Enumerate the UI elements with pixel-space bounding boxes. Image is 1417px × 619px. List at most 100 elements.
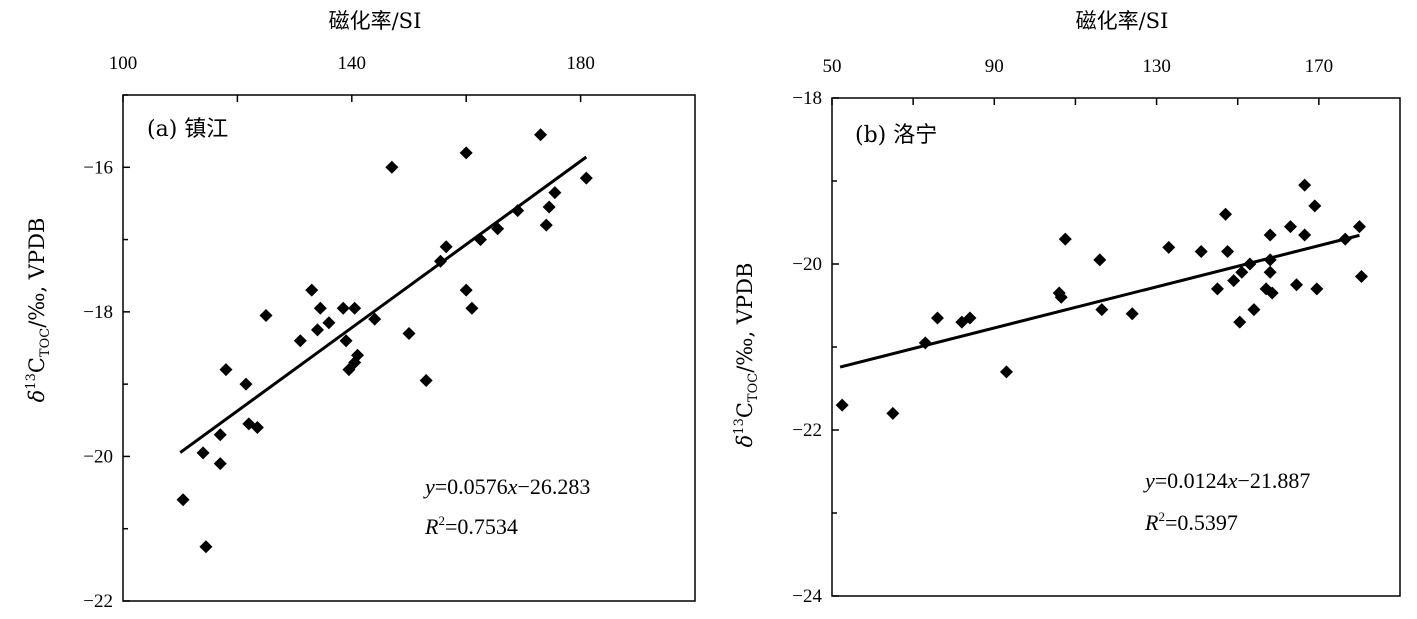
panel-b: 磁化率/SI (b) 洛宁 δ13CTOC/‰, VPDB y=0.0124x−… [732,9,1401,607]
panel-label-b: (b) 洛宁 [855,123,937,148]
data-point-a-36 [548,186,562,200]
panel-label-a: (a) 镇江 [147,117,228,142]
data-point-b-11 [1095,303,1109,317]
data-point-b-0 [835,398,849,412]
data-point-b-9 [1058,232,1072,246]
data-point-a-2 [199,540,213,554]
data-point-a-6 [239,377,253,391]
r-squared-b-sup: 2 [1158,509,1165,524]
data-point-b-12 [1125,307,1139,321]
y-axis-title-a-sup: 13 [24,373,39,390]
x-tick-label-b-1: 90 [985,56,1004,77]
svg-text:δ13CTOC/‰, VPDB: δ13CTOC/‰, VPDB [24,218,53,403]
x-tick-label-a-0: 100 [109,53,138,74]
x-tick-label-b-0: 50 [823,56,842,77]
r-squared-a-r: R [424,514,439,539]
data-point-b-29 [1290,278,1304,292]
data-point-b-10 [1093,253,1107,267]
equation-a-rest: −26.283 [517,474,590,499]
data-point-b-8 [1054,290,1068,304]
data-point-a-33 [534,128,548,142]
data-point-a-4 [213,428,227,442]
y-tick-label-a-0: −16 [83,157,113,178]
data-point-a-30 [474,233,487,247]
data-point-a-0 [176,493,190,507]
data-point-b-25 [1263,265,1277,279]
x-axis-title-b: 磁化率/SI [1076,9,1169,33]
y-axis-title-a-sub: TOC [38,328,53,357]
data-point-b-6 [999,365,1013,379]
data-point-a-35 [542,200,556,214]
y-tick-label-a-2: −20 [83,446,113,467]
equation-a-eq: =0.0576 [435,474,508,499]
x-tick-label-b-2: 130 [1142,56,1171,77]
data-point-b-14 [1194,245,1208,259]
regression-line-a [179,155,588,454]
y-tick-label-b-3: −24 [792,586,822,607]
data-point-b-30 [1298,178,1312,192]
marks-b: 50 90 130 170 −18 −20 −22 −24 [792,56,1368,607]
data-point-a-28 [459,283,473,297]
data-point-a-37 [579,171,593,185]
data-point-a-14 [322,316,336,330]
data-point-b-15 [1210,282,1224,296]
y-tick-label-a-3: −22 [83,591,113,612]
equation-a-y: y [423,474,435,499]
data-point-a-21 [368,312,382,326]
y-axis-title-a-prefix: δ [25,390,49,403]
data-point-a-5 [219,363,233,377]
r-squared-b: R2=0.5397 [1144,509,1238,535]
r-squared-a: R2=0.7534 [424,513,518,539]
data-point-a-24 [419,374,433,388]
data-point-a-16 [339,334,353,348]
x-tick-label-b-3: 170 [1305,56,1334,77]
data-point-b-21 [1243,257,1257,271]
data-point-b-17 [1221,245,1235,259]
equation-b-rest: −21.887 [1237,468,1310,493]
y-axis-title-b-prefix: δ [733,435,757,448]
data-point-b-34 [1338,232,1352,246]
y-axis-title-b: δ13CTOC/‰, VPDB [732,263,761,448]
data-point-a-10 [293,334,307,348]
data-point-b-36 [1354,269,1368,283]
data-point-b-35 [1352,220,1366,234]
data-point-a-32 [511,204,525,218]
data-point-a-9 [259,308,273,322]
data-point-b-3 [930,311,944,325]
data-point-a-23 [402,327,416,341]
data-point-b-31 [1298,228,1312,242]
data-point-a-11 [305,283,319,297]
r-squared-a-rest: =0.7534 [445,514,518,539]
data-point-a-1 [196,446,210,460]
data-point-b-16 [1219,207,1233,221]
data-point-a-25 [433,254,447,268]
data-point-b-33 [1310,282,1324,296]
y-axis-title-b-sup: 13 [732,418,747,435]
y-tick-label-b-0: −18 [792,88,822,109]
plot-frame-a [122,94,696,602]
data-point-b-2 [918,336,932,350]
data-point-a-12 [310,323,324,337]
data-point-b-24 [1263,253,1277,267]
equation-a-x: x [507,474,518,499]
panel-a: 磁化率/SI (a) 镇江 δ13CTOC/‰, VPDB y=0.0576x−… [24,9,696,612]
data-point-b-5 [963,311,977,325]
data-point-a-15 [336,301,350,315]
y-tick-label-b-2: −22 [792,420,822,441]
y-axis-title-b-sub: TOC [746,373,761,402]
x-tick-label-a-2: 180 [566,53,595,74]
svg-text:δ13CTOC/‰, VPDB: δ13CTOC/‰, VPDB [732,263,761,448]
data-point-a-27 [459,146,473,160]
y-tick-label-a-1: −18 [83,302,113,323]
r-squared-b-rest: =0.5397 [1165,510,1238,535]
y-axis-title-a: δ13CTOC/‰, VPDB [24,218,53,403]
equation-b: y=0.0124x−21.887 [1143,468,1310,493]
data-point-a-26 [439,240,453,254]
data-point-b-32 [1308,199,1322,213]
data-point-a-34 [539,218,553,232]
y-axis-title-a-suffix: /‰, VPDB [25,218,49,328]
x-tick-label-a-1: 140 [338,53,367,74]
equation-b-y: y [1143,468,1155,493]
data-point-a-8 [250,421,264,435]
